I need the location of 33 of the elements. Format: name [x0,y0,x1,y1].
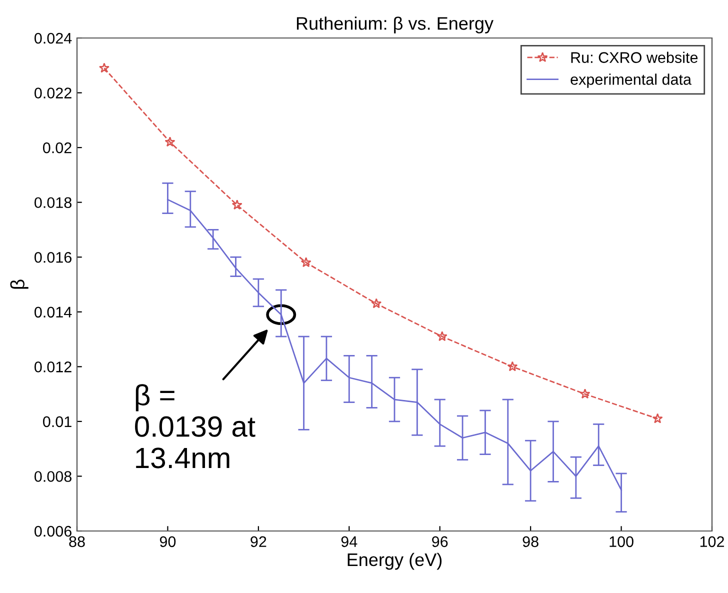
y-tick-label: 0.022 [34,88,72,98]
x-tick-label: 102 [700,536,724,548]
x-tick-label: 98 [522,536,538,548]
point [371,298,382,308]
x-tick-label: 90 [160,536,176,548]
y-tick-label: 0.024 [34,32,72,44]
chart-title: Ruthenium: β vs. Energy [296,16,494,34]
point [98,62,110,73]
annotation: β = 0.0139 at 13.4nm [135,384,256,468]
point [652,413,663,424]
x-tick-label: 94 [341,536,358,548]
y-tick-label: 0.012 [34,362,72,372]
point [507,361,518,372]
y-tick-label: 0.008 [34,471,72,482]
point [436,331,448,342]
y-tick-label: 0.01 [43,416,72,428]
y-tick-label: 0.02 [43,142,72,154]
point [300,257,312,268]
y-tick-label: 0.018 [34,197,72,208]
point [232,200,242,210]
y-axis-title: β [10,280,28,289]
legend-label: experimental data [570,74,692,88]
y-tick-label: 0.006 [34,526,72,537]
x-axis-title: Energy (eV) [348,552,442,570]
x-tick-label: 92 [250,536,266,548]
y-tick-label: 0.014 [34,306,72,318]
point [580,388,590,399]
x-tick-label: 96 [432,536,448,548]
x-tick-label: 88 [69,536,85,548]
legend-label: Ru: CXRO website [571,52,698,63]
x-tick-label: 100 [610,536,634,548]
point [164,136,176,147]
y-tick-label: 0.016 [34,252,72,263]
